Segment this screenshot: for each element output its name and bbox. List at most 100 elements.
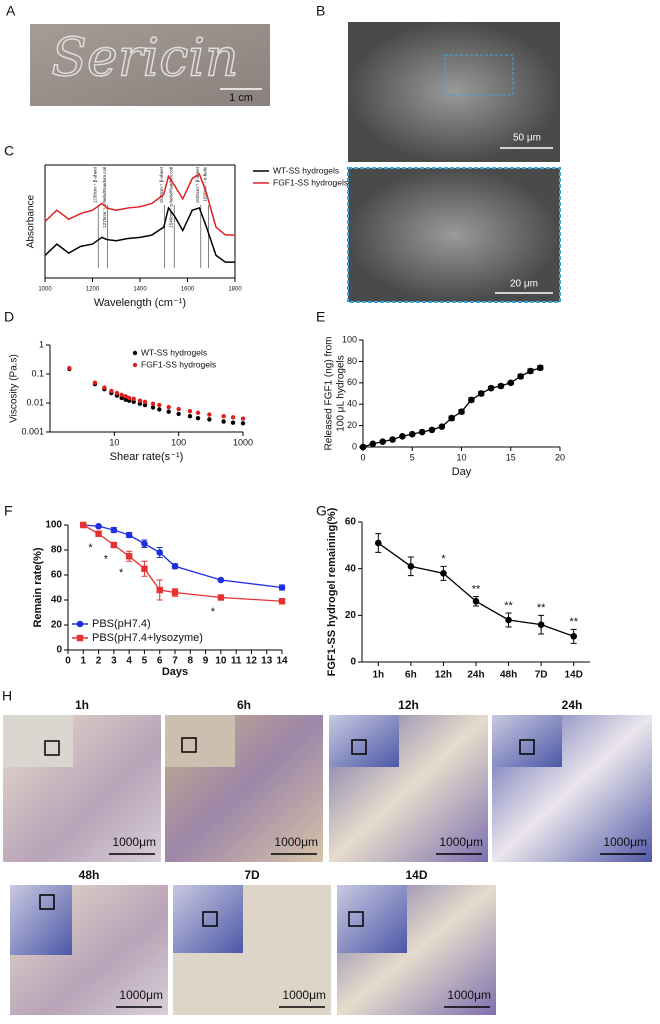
x-tick-label: 3 <box>111 656 117 667</box>
point <box>477 390 485 397</box>
point <box>487 384 495 392</box>
point <box>408 430 416 438</box>
chart: 0 1 2 3 4 5 6 7 8 9 10 11 12 13 14020406080100DaysRema… <box>32 520 288 678</box>
point <box>137 398 143 403</box>
point <box>389 436 396 443</box>
point <box>278 584 286 591</box>
scale-label: 50 μm <box>513 133 541 144</box>
photo-text: Sericin <box>51 29 238 89</box>
point <box>114 390 120 396</box>
point <box>150 405 156 410</box>
point <box>171 589 179 596</box>
point <box>537 621 545 628</box>
point <box>230 420 236 425</box>
scale-label: 20 μm <box>510 279 538 290</box>
x-tick-label: 6 <box>157 656 163 667</box>
y-tick-label: 0.01 <box>26 397 44 407</box>
x-tick-label: 48h <box>500 670 517 681</box>
point <box>527 367 534 375</box>
sem-image-zoom <box>347 167 561 303</box>
point <box>428 426 436 434</box>
y-tick-label: 40 <box>347 399 357 409</box>
x-axis-title: Shear rate(s⁻¹) <box>110 451 184 463</box>
zoom-box <box>444 54 514 96</box>
x-tick-label: 12 <box>246 656 258 667</box>
x-tick-label: 7D <box>535 670 548 681</box>
y-tick-label: 100 <box>45 520 62 531</box>
chart: 1000 1200 1400 1600 1800 Wavelength (cm⁻¹) Abs… <box>26 164 348 309</box>
x-tick-label: 15 <box>506 452 516 462</box>
panel-letter: C <box>4 143 14 159</box>
series-line <box>82 524 283 602</box>
inset <box>329 715 399 767</box>
inset-box <box>181 737 197 753</box>
point <box>570 633 578 640</box>
point <box>142 399 148 404</box>
y-tick-label: 0.1 <box>31 368 44 378</box>
x-tick-label: 13 <box>261 656 273 667</box>
timepoint-label: 48h <box>79 868 100 882</box>
histology-row <box>10 885 496 1015</box>
x-axis-title: Day <box>452 466 472 478</box>
point <box>195 415 201 421</box>
y-tick-label: 0 <box>352 441 357 451</box>
y-tick-label: 60 <box>347 377 357 387</box>
x-tick-label: 100 <box>171 437 186 447</box>
point <box>537 364 544 372</box>
inset <box>165 715 235 767</box>
x-tick-label: 1h <box>372 670 384 681</box>
photo <box>30 24 270 106</box>
sem-image <box>348 22 560 162</box>
point <box>131 399 136 404</box>
legend-label: FGF1-SS hydrogels <box>141 359 216 369</box>
scale-label: 1000μm <box>112 835 156 849</box>
y-axis-title: FGF1-SS hydrogel remaining(%) <box>326 507 338 676</box>
significance: * <box>441 553 446 565</box>
x-tick-label: 1 <box>81 656 87 667</box>
x-tick-label: 1000 <box>38 287 52 293</box>
point <box>448 414 455 422</box>
panel-letter: B <box>316 3 325 19</box>
point <box>187 414 193 419</box>
band-label: 1650cm⁻¹ α-helix <box>203 166 208 201</box>
chart: 0 5 10 15 20 0 20 40 60 80 100 Day Released FGF1 (ng… <box>324 334 565 478</box>
band-label: 1520cm⁻¹ β-sheet <box>159 166 164 203</box>
x-tick-label: 24h <box>467 670 484 681</box>
point <box>438 423 446 430</box>
timepoint-label: 6h <box>237 698 251 712</box>
band-label: 1625cm⁻¹ β-sheet <box>195 166 200 203</box>
significance: * <box>211 606 216 618</box>
inset-box <box>44 740 60 756</box>
y-tick-label: 0.001 <box>21 426 44 436</box>
point <box>217 594 225 601</box>
point <box>418 428 426 436</box>
x-tick-label: 7 <box>172 656 178 667</box>
point <box>141 540 148 548</box>
point <box>517 373 524 380</box>
point <box>379 438 387 445</box>
point <box>125 531 133 539</box>
point <box>157 402 162 408</box>
panel-letter: H <box>2 688 12 704</box>
significance: * <box>104 553 109 565</box>
inset-box <box>348 911 364 927</box>
legend-label: PBS(pH7.4+lysozyme) <box>92 632 203 644</box>
point <box>207 412 212 417</box>
legend-marker <box>132 350 138 356</box>
y-tick-label: 80 <box>347 356 357 366</box>
y-axis-title: Released FGF1 (ng) from <box>324 337 335 451</box>
x-tick-label: 0 <box>65 656 71 667</box>
x-axis-title: Days <box>162 666 188 678</box>
point <box>142 402 148 408</box>
point <box>240 416 246 421</box>
point <box>156 586 163 594</box>
legend-label: FGF1-SS hydrogels <box>273 177 348 187</box>
point <box>468 396 475 404</box>
series-line <box>44 206 235 263</box>
timepoint-label: 12h <box>398 698 419 712</box>
x-tick-label: 10 <box>215 656 227 667</box>
point <box>278 598 286 605</box>
band-label: 1238cm⁻¹ β-sheet <box>92 166 97 203</box>
legend-label: PBS(pH7.4) <box>92 618 151 630</box>
scale-label: 1000μm <box>274 835 318 849</box>
